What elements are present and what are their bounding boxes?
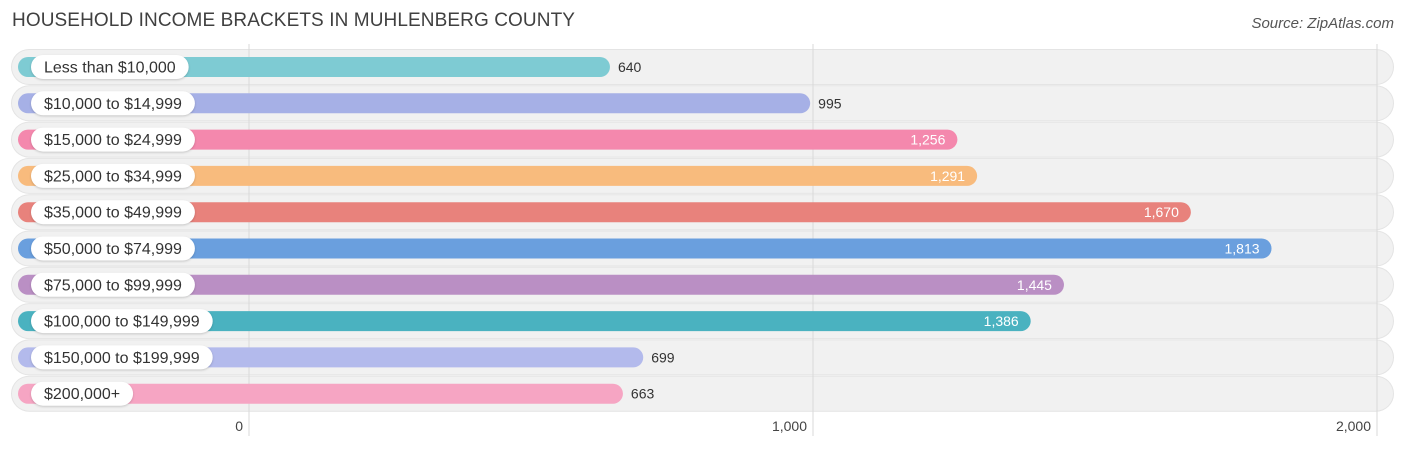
category-label: $75,000 to $99,999 [44,277,182,294]
category-label: $200,000+ [44,386,120,403]
value-label: 699 [651,349,675,365]
bar [18,311,1031,332]
category-label: $10,000 to $14,999 [44,96,182,113]
category-pill [31,200,195,225]
bar [18,129,958,150]
category-pill [31,272,195,297]
value-label: 1,445 [1017,277,1052,293]
chart-title: HOUSEHOLD INCOME BRACKETS IN MUHLENBERG … [12,10,576,31]
category-pill [31,91,195,116]
value-label: 663 [631,386,655,402]
category-pill [31,236,195,261]
value-label: 1,291 [930,168,965,184]
bar [18,93,811,114]
value-label: 1,670 [1144,204,1179,220]
source-credit: Source: ZipAtlas.com [1251,15,1394,32]
bar [18,165,978,186]
bar [18,202,1191,223]
bar [18,383,623,404]
category-label: $15,000 to $24,999 [44,132,182,149]
category-label: $150,000 to $199,999 [44,350,200,367]
tick-label: 1,000 [772,418,807,434]
value-label: 1,813 [1224,241,1259,257]
category-pill [31,127,195,152]
category-pill [31,381,134,406]
category-label: $100,000 to $149,999 [44,314,200,331]
bar [18,238,1272,259]
value-label: 995 [818,95,842,111]
tick-label: 2,000 [1336,418,1371,434]
category-label: $35,000 to $49,999 [44,205,182,222]
tick-label: 0 [235,418,243,434]
category-pill [31,345,213,370]
value-label: 640 [618,59,642,75]
category-pill [31,55,189,79]
category-label: $50,000 to $74,999 [44,241,182,258]
value-label: 1,386 [984,313,1019,329]
value-label: 1,256 [910,132,945,148]
category-label: Less than $10,000 [44,60,176,77]
category-label: $25,000 to $34,999 [44,168,182,185]
category-pill [31,309,213,334]
bar [18,274,1064,295]
category-pill [31,163,195,188]
